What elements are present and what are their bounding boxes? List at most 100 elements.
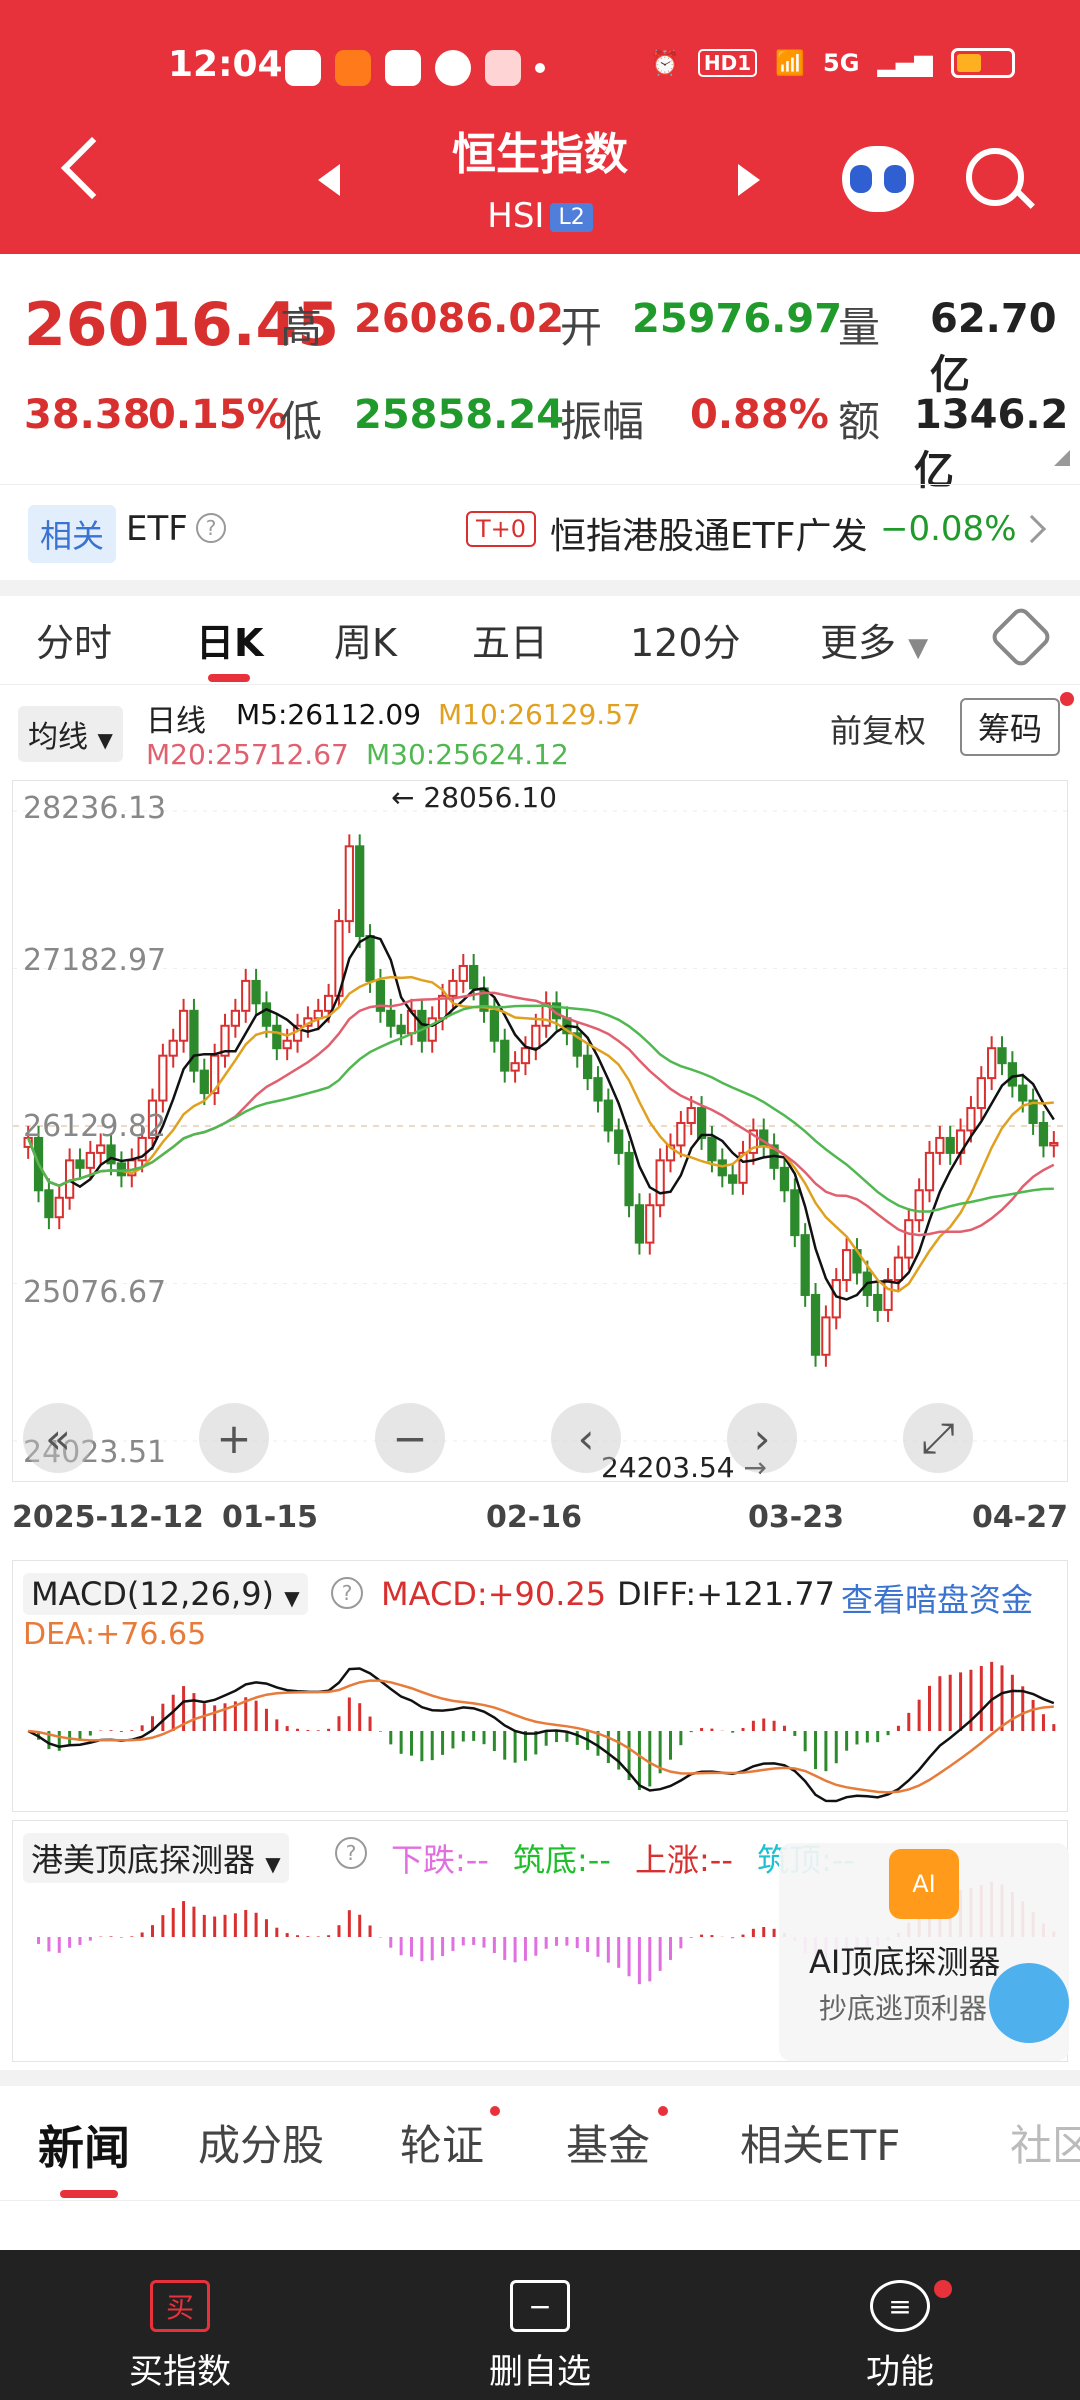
kline-chart[interactable]: 28236.13 27182.97 26129.82 25076.67 2402… (12, 780, 1069, 1484)
tab-timeshare[interactable]: 分时 (36, 621, 113, 665)
zoom-in-button[interactable]: + (199, 1403, 269, 1473)
candle-body (707, 1136, 717, 1162)
low-value: 25858.24 (354, 392, 565, 438)
zoom-out-button[interactable]: − (375, 1403, 445, 1473)
candle-body (241, 979, 251, 1012)
detector-selector[interactable]: 港美顶底探测器 ▼ (23, 1833, 289, 1883)
candle-body (790, 1189, 800, 1237)
candle-body (323, 994, 334, 1012)
stock-code-row: HSI L2 (0, 196, 1080, 236)
candle-body (448, 979, 458, 997)
candle-body (738, 1151, 748, 1184)
candle-body (386, 1009, 396, 1027)
news-tab-warrants[interactable]: 轮证 (400, 2121, 485, 2170)
candle-body (158, 1054, 168, 1102)
tab-daily-k[interactable]: 日K (196, 621, 264, 665)
news-tab-news[interactable]: 新闻 (38, 2121, 130, 2175)
tab-weekly-k[interactable]: 周K (334, 621, 397, 665)
current-price: 26016.45 (24, 290, 340, 360)
news-tab-community[interactable]: 社区 (1010, 2121, 1080, 2170)
next-stock-icon[interactable] (738, 164, 760, 196)
prev-stock-icon[interactable] (318, 164, 340, 196)
tab-five-day[interactable]: 五日 (472, 621, 549, 665)
kline-svg (13, 810, 1069, 1442)
candle-body (44, 1189, 54, 1219)
candle-body (375, 979, 386, 1012)
tab-120min[interactable]: 120分 (630, 621, 741, 665)
related-etf-row[interactable]: 相关 ETF ? T+0 恒指港股通ETF广发 −0.08% (0, 484, 1080, 580)
x-label-2: 02-16 (486, 1500, 582, 1535)
rewind-button[interactable]: « (23, 1403, 93, 1473)
detector-panel[interactable]: 港美顶底探测器 ▼ ? 下跌:-- 筑底:-- 上涨:-- 筑顶:-- AI A… (12, 1820, 1069, 2062)
buy-label: 买指数 (129, 2352, 231, 2392)
candle-body (1007, 1062, 1018, 1087)
candle-body (624, 1151, 634, 1207)
x-label-0: 2025-12-12 (12, 1500, 204, 1535)
candle-body (582, 1054, 593, 1080)
candle-body (489, 1009, 500, 1042)
lightbulb-icon[interactable] (989, 1963, 1069, 2043)
function-button[interactable]: ≡ 功能 (720, 2280, 1080, 2393)
macd-selector[interactable]: MACD(12,26,9) ▼ (23, 1573, 308, 1615)
active-tab-indicator (208, 674, 250, 682)
pan-left-button[interactable]: ‹ (551, 1403, 621, 1473)
top-header: 12:04 ⏰ HD1 📶 5G ▂▄▆ 恒生指数 HSI L2 (0, 0, 1080, 254)
candle-body (531, 1024, 541, 1050)
remove-watchlist-button[interactable]: − 删自选 (360, 2280, 720, 2393)
candle-body (717, 1159, 727, 1177)
candle-body (469, 964, 479, 990)
status-time: 12:04 (168, 44, 283, 85)
macd-help-icon[interactable]: ? (331, 1577, 363, 1609)
m5-value: M5:26112.09 (236, 698, 422, 731)
pan-right-button[interactable]: › (727, 1403, 797, 1473)
help-icon[interactable]: ? (196, 513, 226, 543)
buy-index-button[interactable]: 买 买指数 (0, 2280, 360, 2393)
chips-button[interactable]: 筹码 (960, 698, 1061, 756)
m10-value: M10:26129.57 (438, 698, 641, 731)
more-dot-icon (535, 63, 545, 73)
news-tab-components[interactable]: 成分股 (198, 2121, 325, 2170)
function-label: 功能 (866, 2352, 934, 2392)
macd-panel[interactable]: MACD(12,26,9) ▼ ? MACD:+90.25 DIFF:+121.… (12, 1560, 1068, 1812)
y-label-top: 28236.13 (23, 791, 167, 826)
signal-icon: ▂▄▆ (877, 49, 933, 77)
amount-label: 额 (838, 397, 881, 446)
candle-body (458, 964, 468, 982)
candle-body (355, 845, 365, 938)
news-tab-funds[interactable]: 基金 (566, 2121, 651, 2170)
indicator-selector[interactable]: 均线 ▼ (18, 706, 123, 762)
search-icon[interactable] (966, 148, 1024, 206)
wifi-icon: 📶 (775, 49, 806, 77)
tab-more[interactable]: 更多 ▼ (820, 621, 929, 665)
dea-line (28, 1679, 1054, 1794)
ma10-line (27, 975, 1054, 1293)
macd-svg (27, 1661, 1056, 1803)
candle-body (189, 1009, 199, 1072)
x-label-3: 03-23 (748, 1500, 844, 1535)
candle-body (427, 1017, 437, 1042)
adjust-mode[interactable]: 前复权 (830, 712, 927, 750)
settings-icon[interactable] (988, 604, 1054, 670)
detector-help-icon[interactable]: ? (335, 1837, 367, 1869)
candle-body (966, 1107, 976, 1132)
candle-body (500, 1039, 510, 1072)
dark-pool-link[interactable]: 查看暗盘资金 (841, 1581, 1034, 1619)
y-label-4: 25076.67 (23, 1275, 167, 1310)
up-label: 上涨:-- (635, 1841, 733, 1879)
bottom-action-bar: 买 买指数 − 删自选 ≡ 功能 (0, 2250, 1080, 2400)
low-marker: 24203.54 → (601, 1451, 767, 1484)
candle-body (935, 1136, 945, 1154)
amount-value: 1346.2亿 (914, 392, 1069, 494)
candle-body (831, 1279, 841, 1319)
x-label-1: 01-15 (222, 1500, 318, 1535)
m30-value: M30:25624.12 (366, 738, 569, 771)
robot-assistant-icon[interactable] (842, 146, 914, 212)
divider-band (0, 580, 1080, 596)
battery-icon (950, 48, 1015, 78)
news-tab-etf[interactable]: 相关ETF (740, 2121, 901, 2170)
change-percent: 0.15% (148, 392, 287, 438)
fullscreen-button[interactable]: ⤢ (903, 1403, 973, 1473)
ai-promo-card[interactable]: AI AI顶底探测器 抄底逃顶利器 (779, 1843, 1069, 2061)
candle-body (137, 1136, 147, 1162)
expand-corner-icon[interactable] (1054, 450, 1070, 466)
